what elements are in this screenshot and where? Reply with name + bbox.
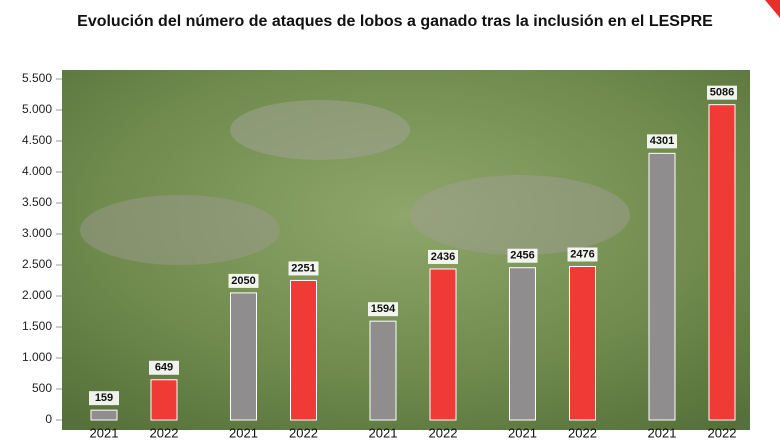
bar [708, 104, 736, 421]
label-box [428, 249, 458, 264]
label-box [368, 302, 398, 317]
x-tick-label: 2021 [648, 425, 677, 440]
chart-title: Evolución del número de ataques de lobos… [77, 13, 713, 30]
x-tick-label: 2021 [229, 425, 258, 440]
label-box [647, 134, 677, 149]
x-tick-label: 2022 [568, 425, 597, 440]
data-label: 649 [155, 362, 173, 374]
label-box [288, 261, 319, 276]
x-tick-label: 2022 [708, 425, 737, 440]
y-tick-label: 4.000 [22, 164, 52, 178]
y-tick-label: 4.500 [22, 133, 52, 147]
data-label: 4301 [650, 135, 674, 147]
bar [230, 292, 257, 421]
y-tick-label: 5.000 [22, 102, 52, 116]
data-label: 2050 [231, 275, 255, 287]
data-label: 2251 [291, 262, 315, 274]
label-box [228, 273, 259, 288]
x-tick-label: 2022 [429, 425, 458, 440]
data-label: 5086 [710, 87, 734, 99]
x-tick-label: 2021 [369, 425, 398, 440]
y-tick-label: 2.500 [22, 257, 52, 271]
y-tick-label: 0 [45, 412, 52, 426]
bar [90, 409, 118, 421]
y-tick-label: 3.500 [22, 195, 52, 209]
label-box [707, 85, 737, 100]
label-box [507, 248, 538, 263]
bar [369, 320, 397, 421]
data-label: 2436 [431, 251, 455, 263]
y-tick-label: 2.000 [22, 288, 52, 302]
y-tick-label: 1.000 [22, 350, 52, 364]
y-tick-label: 5.500 [22, 71, 52, 85]
data-label: 2456 [510, 250, 534, 262]
bar [150, 379, 178, 421]
label-box [149, 360, 179, 375]
data-label: 159 [95, 392, 113, 404]
x-tick-label: 2022 [289, 425, 318, 440]
bar [648, 152, 676, 421]
y-tick-label: 3.000 [22, 226, 52, 240]
x-tick-label: 2021 [508, 425, 537, 440]
wolf-shape [410, 175, 630, 255]
bar [290, 279, 317, 421]
data-label: 2476 [570, 248, 594, 260]
label-box [89, 391, 119, 406]
bar [429, 268, 457, 421]
bar [569, 265, 596, 421]
bar [509, 267, 536, 421]
y-tick-label: 500 [32, 381, 52, 395]
x-tick-label: 2022 [150, 425, 179, 440]
label-box [567, 247, 598, 262]
wolf-shape [230, 100, 410, 160]
wolf-shape [80, 195, 280, 265]
y-tick-label: 1.500 [22, 319, 52, 333]
x-tick-label: 2021 [90, 425, 119, 440]
data-label: 1594 [371, 303, 396, 315]
logo-corner [765, 0, 780, 18]
